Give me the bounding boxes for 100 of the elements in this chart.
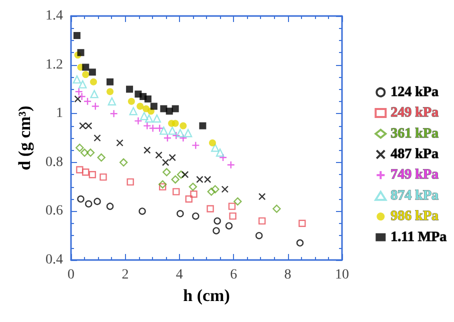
y-tick-label: 0.4 [46, 252, 63, 268]
point [88, 171, 96, 178]
point [179, 134, 188, 142]
point [192, 212, 200, 220]
x-tick-label: 8 [284, 268, 292, 282]
legend-label: 1.11 MPa [390, 230, 447, 245]
point [258, 217, 266, 225]
point [199, 122, 206, 130]
x-tick-label: 2 [122, 268, 129, 282]
point [144, 114, 154, 123]
point [97, 153, 106, 162]
point [74, 95, 82, 103]
point [108, 97, 116, 106]
point [298, 220, 306, 227]
point [190, 190, 198, 198]
point [150, 102, 158, 110]
point [82, 64, 90, 71]
point [88, 68, 96, 76]
point [119, 158, 128, 166]
y-tick-label: 1.2 [46, 57, 63, 72]
point [140, 112, 148, 120]
point [204, 176, 212, 184]
point [79, 122, 86, 130]
point [106, 78, 114, 86]
point [225, 222, 233, 230]
legend-label: 249 kPa [390, 106, 438, 121]
point [72, 75, 82, 84]
point [85, 200, 92, 208]
point [106, 202, 114, 210]
point [176, 210, 184, 218]
x-axis-title: h (cm) [183, 286, 230, 305]
point [172, 188, 180, 196]
point [134, 116, 142, 126]
point [171, 175, 180, 184]
point [163, 134, 172, 142]
point [168, 126, 176, 135]
point [144, 146, 151, 154]
point [172, 131, 180, 140]
legend-label: 361 kPa [390, 126, 438, 142]
point [138, 208, 146, 215]
point [176, 170, 186, 179]
point [206, 205, 214, 212]
legend-label: 874 kPa [390, 188, 438, 204]
point [272, 204, 281, 213]
point [128, 98, 135, 105]
point [162, 158, 170, 166]
point [188, 182, 198, 191]
point [212, 227, 220, 234]
point [100, 173, 107, 181]
point [94, 198, 101, 206]
y-tick-label: 1 [56, 106, 63, 122]
point [216, 148, 224, 157]
point [168, 154, 176, 162]
x-tick-label: 6 [230, 268, 238, 282]
point [77, 195, 84, 203]
point [208, 139, 216, 146]
point [82, 168, 90, 176]
point [152, 114, 162, 123]
point [126, 178, 134, 186]
point [78, 80, 87, 88]
point [176, 129, 184, 138]
x-tick-label: 10 [335, 268, 349, 282]
point [196, 176, 204, 184]
point [211, 144, 220, 152]
point [90, 90, 98, 98]
point [76, 144, 84, 152]
point [162, 168, 171, 176]
point [229, 212, 236, 220]
point [185, 195, 192, 203]
y-tick-label: 0.6 [46, 204, 63, 219]
point [82, 71, 90, 78]
point [181, 171, 189, 178]
x-tick-label: 0 [68, 268, 74, 282]
legend-label: 124 kPa [390, 84, 438, 100]
point [86, 148, 95, 157]
point [172, 105, 179, 112]
point [80, 148, 89, 157]
x-tick-label: 4 [176, 268, 183, 282]
point [159, 183, 166, 190]
point [144, 95, 152, 102]
point [255, 232, 263, 240]
point [184, 129, 192, 138]
point [136, 102, 144, 110]
y-tick-label: 0.8 [46, 154, 63, 170]
point [156, 124, 164, 132]
point [90, 78, 97, 86]
point [160, 126, 168, 135]
point [91, 102, 100, 110]
point [172, 120, 179, 127]
point [192, 141, 200, 150]
point [180, 122, 187, 130]
point [228, 202, 236, 210]
y-axis-title: d (g cm³) [15, 106, 34, 170]
point [94, 134, 101, 142]
point [214, 217, 221, 225]
point [116, 139, 124, 146]
point [129, 107, 138, 116]
point [211, 185, 220, 194]
point [221, 186, 229, 193]
point [258, 192, 266, 200]
